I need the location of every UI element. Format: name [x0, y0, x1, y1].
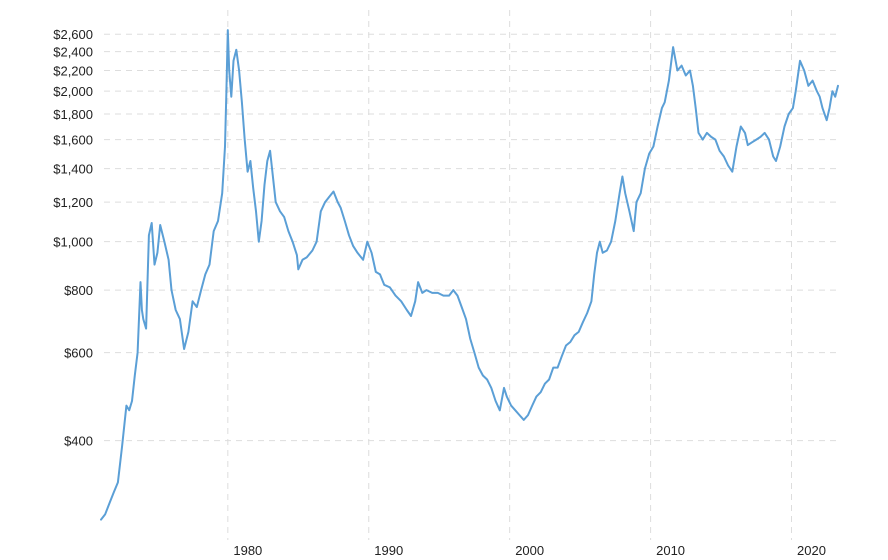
x-axis-tick-labels: 1980 1990 2000 2010 2020: [233, 543, 826, 558]
x-tick-label: 2000: [515, 543, 544, 558]
vertical-gridlines: [227, 10, 792, 540]
y-tick-label: $1,600: [53, 133, 93, 148]
x-tick-label: 2020: [797, 543, 826, 558]
series-group: [100, 29, 839, 521]
y-tick-label: $600: [64, 346, 93, 361]
y-tick-label: $2,600: [53, 27, 93, 42]
y-tick-label: $1,400: [53, 162, 93, 177]
y-tick-label: $800: [64, 283, 93, 298]
y-tick-label: $2,200: [53, 63, 93, 78]
y-tick-label: $400: [64, 434, 93, 449]
x-tick-label: 1990: [374, 543, 403, 558]
price-series-line: [100, 29, 839, 521]
y-tick-label: $2,000: [53, 84, 93, 99]
y-tick-label: $1,800: [53, 107, 93, 122]
y-tick-label: $1,000: [53, 235, 93, 250]
x-tick-label: 1980: [233, 543, 262, 558]
x-tick-label: 2010: [656, 543, 685, 558]
y-tick-label: $1,200: [53, 195, 93, 210]
horizontal-gridlines: [104, 33, 838, 442]
y-tick-label: $2,400: [53, 45, 93, 60]
y-axis-tick-labels: $400 $600 $800 $1,000 $1,200 $1,400 $1,600 $1,8…: [53, 27, 93, 448]
